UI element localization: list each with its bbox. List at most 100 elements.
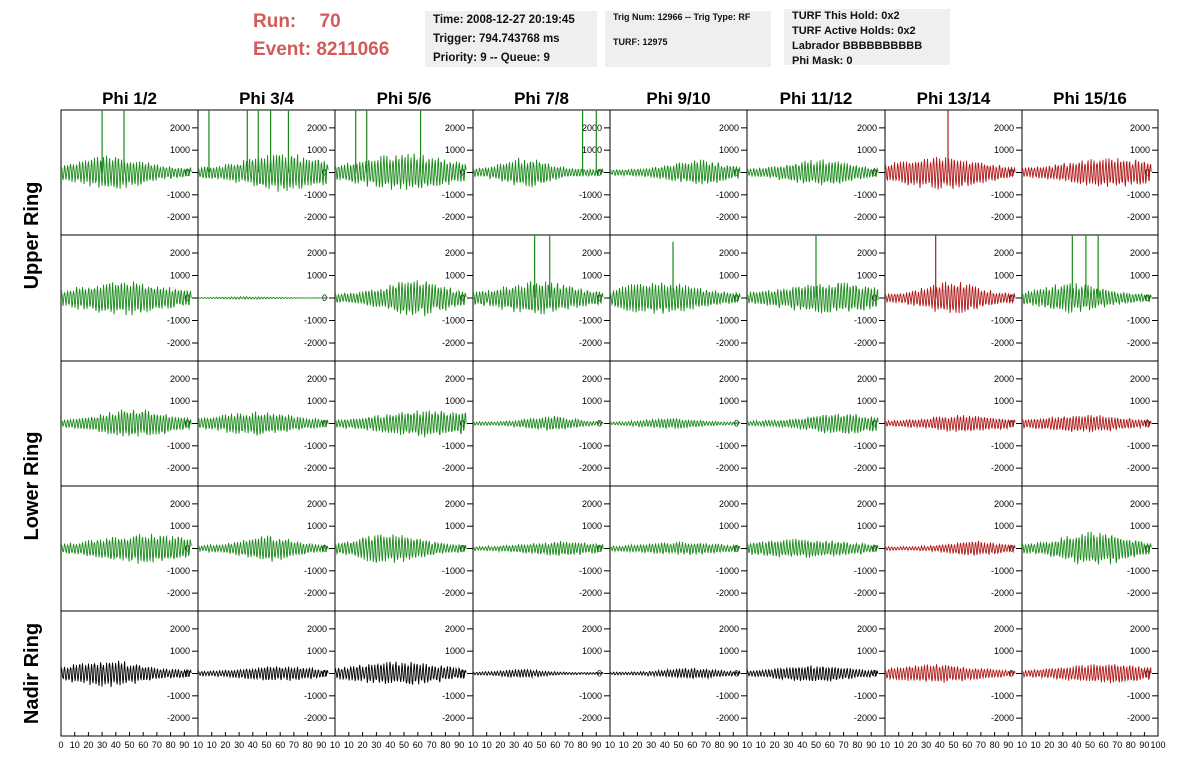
x-tick-label: 70: [152, 740, 162, 750]
waveform-panel: 2000 1000 0 -1000 -2000: [1021, 109, 1159, 236]
y-tick-label: -2000: [854, 463, 877, 473]
y-tick-label: 1000: [719, 646, 739, 656]
y-tick-label: -2000: [854, 338, 877, 348]
waveform-trace: [198, 535, 329, 562]
waveform-panel: 2000 1000 0 -1000 -2000: [197, 109, 336, 236]
x-tick-label: 80: [990, 740, 1000, 750]
y-tick-label: 2000: [994, 499, 1014, 509]
y-tick-label: -1000: [1127, 441, 1150, 451]
x-tick-label: 20: [495, 740, 505, 750]
y-tick-label: -1000: [579, 566, 602, 576]
waveform-trace: [1022, 664, 1152, 684]
waveform-trace: [335, 534, 467, 563]
y-tick-label: 0: [1009, 293, 1014, 303]
y-tick-label: -2000: [716, 463, 739, 473]
y-tick-label: -1000: [991, 316, 1014, 326]
waveform-panel: 2000 1000 0 -1000 -2000: [472, 109, 611, 236]
y-tick-label: -2000: [1127, 212, 1150, 222]
y-tick-label: 1000: [170, 646, 190, 656]
y-tick-label: 2000: [857, 123, 877, 133]
y-tick-label: 1000: [170, 145, 190, 155]
x-tick-label: 0: [58, 740, 63, 750]
y-tick-label: 0: [597, 419, 602, 429]
waveform-panel: 2000 1000 0 -1000 -2000: [609, 485, 748, 612]
y-tick-label: 1000: [1130, 521, 1150, 531]
waveform-panel: 2000 1000 0 -1000 -2000: [609, 610, 748, 737]
y-tick-label: -2000: [1127, 463, 1150, 473]
waveform-trace: [61, 660, 192, 688]
y-tick-label: 1000: [170, 521, 190, 531]
y-tick-label: -1000: [716, 441, 739, 451]
y-tick-label: -2000: [304, 463, 327, 473]
y-tick-label: -1000: [716, 316, 739, 326]
waveform-trace: [198, 154, 329, 192]
y-tick-label: 2000: [994, 123, 1014, 133]
waveform-trace: [885, 156, 1016, 190]
y-tick-label: -1000: [854, 190, 877, 200]
waveform-panel: 2000 1000 0 -1000 -2000: [1021, 234, 1159, 362]
y-tick-label: 2000: [307, 499, 327, 509]
waveform-trace: [61, 155, 192, 189]
y-tick-label: 1000: [582, 271, 602, 281]
y-tick-label: 1000: [994, 521, 1014, 531]
y-tick-label: -2000: [579, 212, 602, 222]
waveform-panel: 2000 1000 0 -1000 -2000: [60, 485, 199, 612]
labrador-text: Labrador BBBBBBBBBB: [792, 40, 923, 52]
waveform-panel: 2000 1000 0 -1000 -2000: [334, 485, 474, 612]
y-tick-label: -1000: [716, 566, 739, 576]
y-tick-label: 2000: [445, 248, 465, 258]
waveform-trace: [610, 282, 741, 314]
y-tick-label: -2000: [991, 338, 1014, 348]
waveform-trace: [335, 410, 467, 438]
y-tick-label: -2000: [854, 212, 877, 222]
y-tick-label: 1000: [857, 521, 877, 531]
waveform-trace: [335, 661, 467, 686]
y-tick-label: -1000: [442, 441, 465, 451]
y-tick-label: -1000: [167, 190, 190, 200]
waveform-trace: [747, 282, 879, 314]
waveform-panel: 2000 1000 0 -1000 -2000: [746, 610, 886, 737]
x-tick-label: 50: [536, 740, 546, 750]
y-tick-label: 2000: [1130, 248, 1150, 258]
column-title: Phi 7/8: [514, 89, 569, 108]
y-tick-label: 0: [322, 168, 327, 178]
y-tick-label: 2000: [719, 248, 739, 258]
y-tick-label: -2000: [991, 713, 1014, 723]
y-tick-label: 0: [460, 544, 465, 554]
y-tick-label: 1000: [857, 271, 877, 281]
x-tick-label: 90: [316, 740, 326, 750]
y-tick-label: 0: [872, 293, 877, 303]
y-tick-label: -2000: [442, 212, 465, 222]
x-tick-label: 50: [124, 740, 134, 750]
x-tick-label: 90: [866, 740, 876, 750]
x-tick-label: 50: [948, 740, 958, 750]
y-tick-label: 0: [185, 669, 190, 679]
y-tick-label: -1000: [854, 691, 877, 701]
x-tick-label: 20: [907, 740, 917, 750]
waveform-trace: [610, 417, 741, 430]
x-tick-label: 30: [97, 740, 107, 750]
y-tick-label: -1000: [304, 190, 327, 200]
column-title: Phi 15/16: [1053, 89, 1127, 108]
y-tick-label: 2000: [719, 624, 739, 634]
waveform-panel: 2000 1000 0 -1000 -2000: [746, 360, 886, 487]
y-tick-label: -1000: [579, 190, 602, 200]
x-tick-label: 10: [605, 740, 615, 750]
x-tick-label: 10: [193, 740, 203, 750]
run-label: Run: 70: [253, 11, 341, 33]
waveform-panel: 2000 1000 0 -1000 -2000: [746, 234, 886, 362]
waveform-trace: [473, 668, 604, 679]
x-tick-label: 30: [783, 740, 793, 750]
waveform-panel: 2000 1000 0 -1000 -2000: [609, 234, 748, 362]
x-tick-label: 10: [344, 740, 354, 750]
waveform-panel: 2000 1000 0 -1000 -2000: [1021, 610, 1159, 737]
y-tick-label: -2000: [442, 463, 465, 473]
waveform-panel: 2000 1000 0 -1000 -2000: [472, 485, 611, 612]
y-tick-label: 0: [185, 419, 190, 429]
y-tick-label: 0: [734, 544, 739, 554]
y-tick-label: -1000: [579, 441, 602, 451]
y-tick-label: 2000: [170, 248, 190, 258]
y-tick-label: 1000: [445, 521, 465, 531]
x-tick-label: 20: [770, 740, 780, 750]
